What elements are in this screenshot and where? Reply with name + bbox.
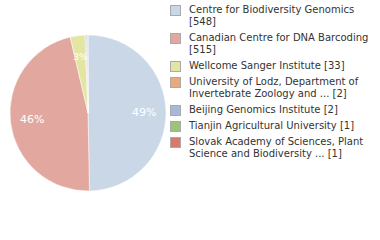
html-text:Tianjin Agricultural Universit: Tianjin Agricultural University [1] — [189, 120, 355, 131]
html-text:Canadian Centre for DNA Barcod: Canadian Centre for DNA Barcoding [515] — [189, 32, 369, 55]
svg-text:46%: 46% — [20, 113, 44, 126]
html-text:Wellcome Sanger Institute [33]: Wellcome Sanger Institute [33] — [189, 60, 345, 71]
svg-text:49%: 49% — [132, 106, 156, 119]
html-text:Slovak Academy of Sciences, Pl: Slovak Academy of Sciences, Plant Scienc… — [189, 136, 364, 159]
html-text:Beijing Genomics Institute [2]: Beijing Genomics Institute [2] — [189, 104, 338, 115]
html-text:Centre for Biodiversity Genomi: Centre for Biodiversity Genomics [548] — [189, 4, 355, 27]
html-text:University of Lodz, Department: University of Lodz, Department of Invert… — [189, 76, 359, 99]
svg-text:3%: 3% — [73, 52, 88, 62]
